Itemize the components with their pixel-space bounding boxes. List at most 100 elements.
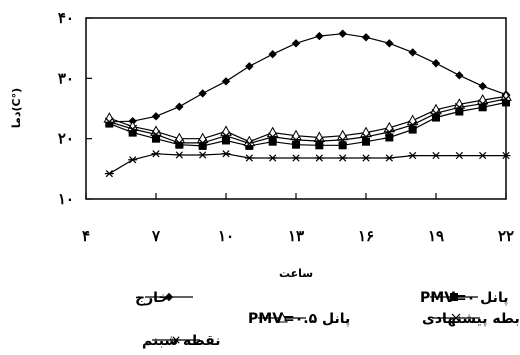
x-tick-label: ۱۶ (358, 227, 374, 245)
data-point (361, 132, 371, 142)
series-1 (105, 29, 511, 126)
legend-label: رابطه پیشنهادی (422, 311, 520, 327)
legend-marker (450, 293, 458, 301)
data-point (455, 71, 464, 80)
x-tick-label: ۱۳ (288, 227, 304, 245)
x-tick-label: ۱۰ (218, 227, 234, 245)
data-point (292, 140, 300, 149)
data-point (175, 140, 184, 149)
x-tick-label: ۴ (82, 227, 90, 245)
data-point (174, 138, 184, 148)
data-point (314, 136, 324, 146)
data-point (408, 120, 418, 130)
data-point (198, 89, 207, 98)
data-point (384, 127, 394, 137)
data-point (104, 170, 114, 178)
data-point (408, 151, 418, 160)
data-point (385, 39, 394, 48)
data-point (385, 133, 394, 142)
data-point (198, 151, 208, 159)
y-tick-label: ۴۰ (58, 9, 74, 27)
legend-item: رابطه پیشنهادی (422, 311, 520, 327)
data-point (222, 136, 230, 145)
legend-item: پانل PMV=۰.۵ (248, 311, 350, 327)
data-point (128, 156, 138, 164)
data-point (105, 119, 114, 128)
data-point (338, 29, 347, 38)
data-point (291, 135, 301, 145)
data-point (315, 141, 324, 150)
data-point (455, 107, 464, 116)
tick-layer: ۴ ۷ ۱۰ ۱۳ ۱۶ ۱۹ ۲۲ ۱۰ ۲۰ ۳۰ ۴۰ (58, 9, 514, 245)
legend-marker (164, 292, 174, 302)
legend-marker (276, 311, 288, 323)
y-axis-label: دما(C°) (10, 88, 23, 128)
data-point (198, 141, 207, 150)
data-point (384, 154, 394, 162)
data-point (314, 154, 324, 162)
data-point (315, 31, 324, 41)
data-point (221, 150, 231, 158)
data-point (454, 102, 464, 112)
data-point (221, 131, 231, 141)
data-point (501, 94, 511, 104)
series-line (108, 153, 506, 175)
data-point (268, 50, 277, 59)
data-point (268, 137, 277, 146)
data-point (408, 48, 417, 57)
data-point (338, 154, 348, 162)
legend-item: نقطه شبنم (142, 333, 221, 349)
legend-label: پانل PMV=۰.۵ (248, 311, 350, 327)
legend: خارج پانل PMV=۰ پانل PMV=۰.۵ رابطه پیشنهادی… (135, 290, 520, 349)
y-tick-label: ۲۰ (58, 130, 74, 148)
data-point (291, 39, 301, 48)
data-point (478, 103, 487, 112)
data-point (150, 125, 162, 136)
x-axis-label: ساعت (279, 267, 313, 280)
x-tick-label: ۲۲ (498, 227, 514, 245)
data-point (291, 154, 301, 162)
data-point (266, 126, 279, 138)
x-tick-label: ۷ (151, 227, 161, 245)
series-line (109, 95, 507, 143)
data-point (175, 102, 184, 111)
data-point (221, 77, 231, 86)
data-point (362, 137, 370, 146)
legend-marker (171, 336, 181, 344)
data-point (478, 151, 488, 160)
data-point (431, 59, 441, 68)
series-4 (104, 94, 511, 148)
legend-item: خارج (135, 290, 193, 306)
data-point (268, 132, 278, 142)
series-5 (104, 150, 511, 178)
y-tick-label: ۱۰ (58, 190, 74, 208)
legend-marker (451, 313, 461, 323)
data-point (268, 154, 278, 162)
data-point (431, 108, 441, 118)
data-point (151, 130, 161, 139)
data-point (338, 141, 347, 150)
data-point (478, 81, 487, 91)
data-point (501, 151, 511, 160)
data-point (408, 125, 417, 134)
legend-label: خارج (135, 290, 169, 306)
data-point (361, 33, 371, 42)
data-point (152, 134, 160, 143)
legend-label: نقطه شبنم (142, 333, 221, 349)
data-point (361, 154, 371, 162)
data-point (128, 128, 137, 137)
series-line (109, 98, 507, 145)
data-point (151, 150, 161, 158)
series-layer (103, 29, 512, 178)
data-point (431, 151, 441, 160)
data-point (502, 98, 510, 107)
data-point (453, 98, 466, 109)
data-point (245, 62, 254, 71)
data-point (432, 113, 440, 122)
y-tick-label: ۳۰ (58, 69, 74, 87)
data-point (478, 99, 488, 109)
data-point (198, 138, 208, 148)
legend-item: پانل PMV=۰ (420, 290, 508, 306)
data-point (174, 151, 184, 159)
